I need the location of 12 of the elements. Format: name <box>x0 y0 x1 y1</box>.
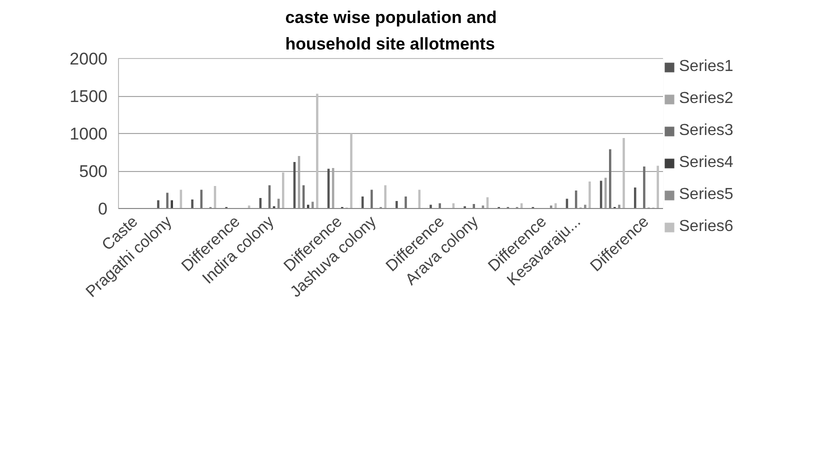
y-tick-label: 1000 <box>70 124 108 144</box>
legend-label: Series5 <box>679 186 734 204</box>
y-tick-label: 0 <box>98 200 108 218</box>
y-tick-label: 500 <box>79 162 108 181</box>
chart-title: caste wise population and household site allotments <box>285 8 497 54</box>
legend-label: Series1 <box>679 58 734 76</box>
legend-label: Series6 <box>679 218 734 236</box>
y-tick-label: 1500 <box>70 87 108 106</box>
legend-label: Series4 <box>679 154 734 172</box>
y-tick-label: 2000 <box>70 50 108 68</box>
legend-label: Series2 <box>679 90 734 108</box>
legend-label: Series3 <box>679 122 734 140</box>
